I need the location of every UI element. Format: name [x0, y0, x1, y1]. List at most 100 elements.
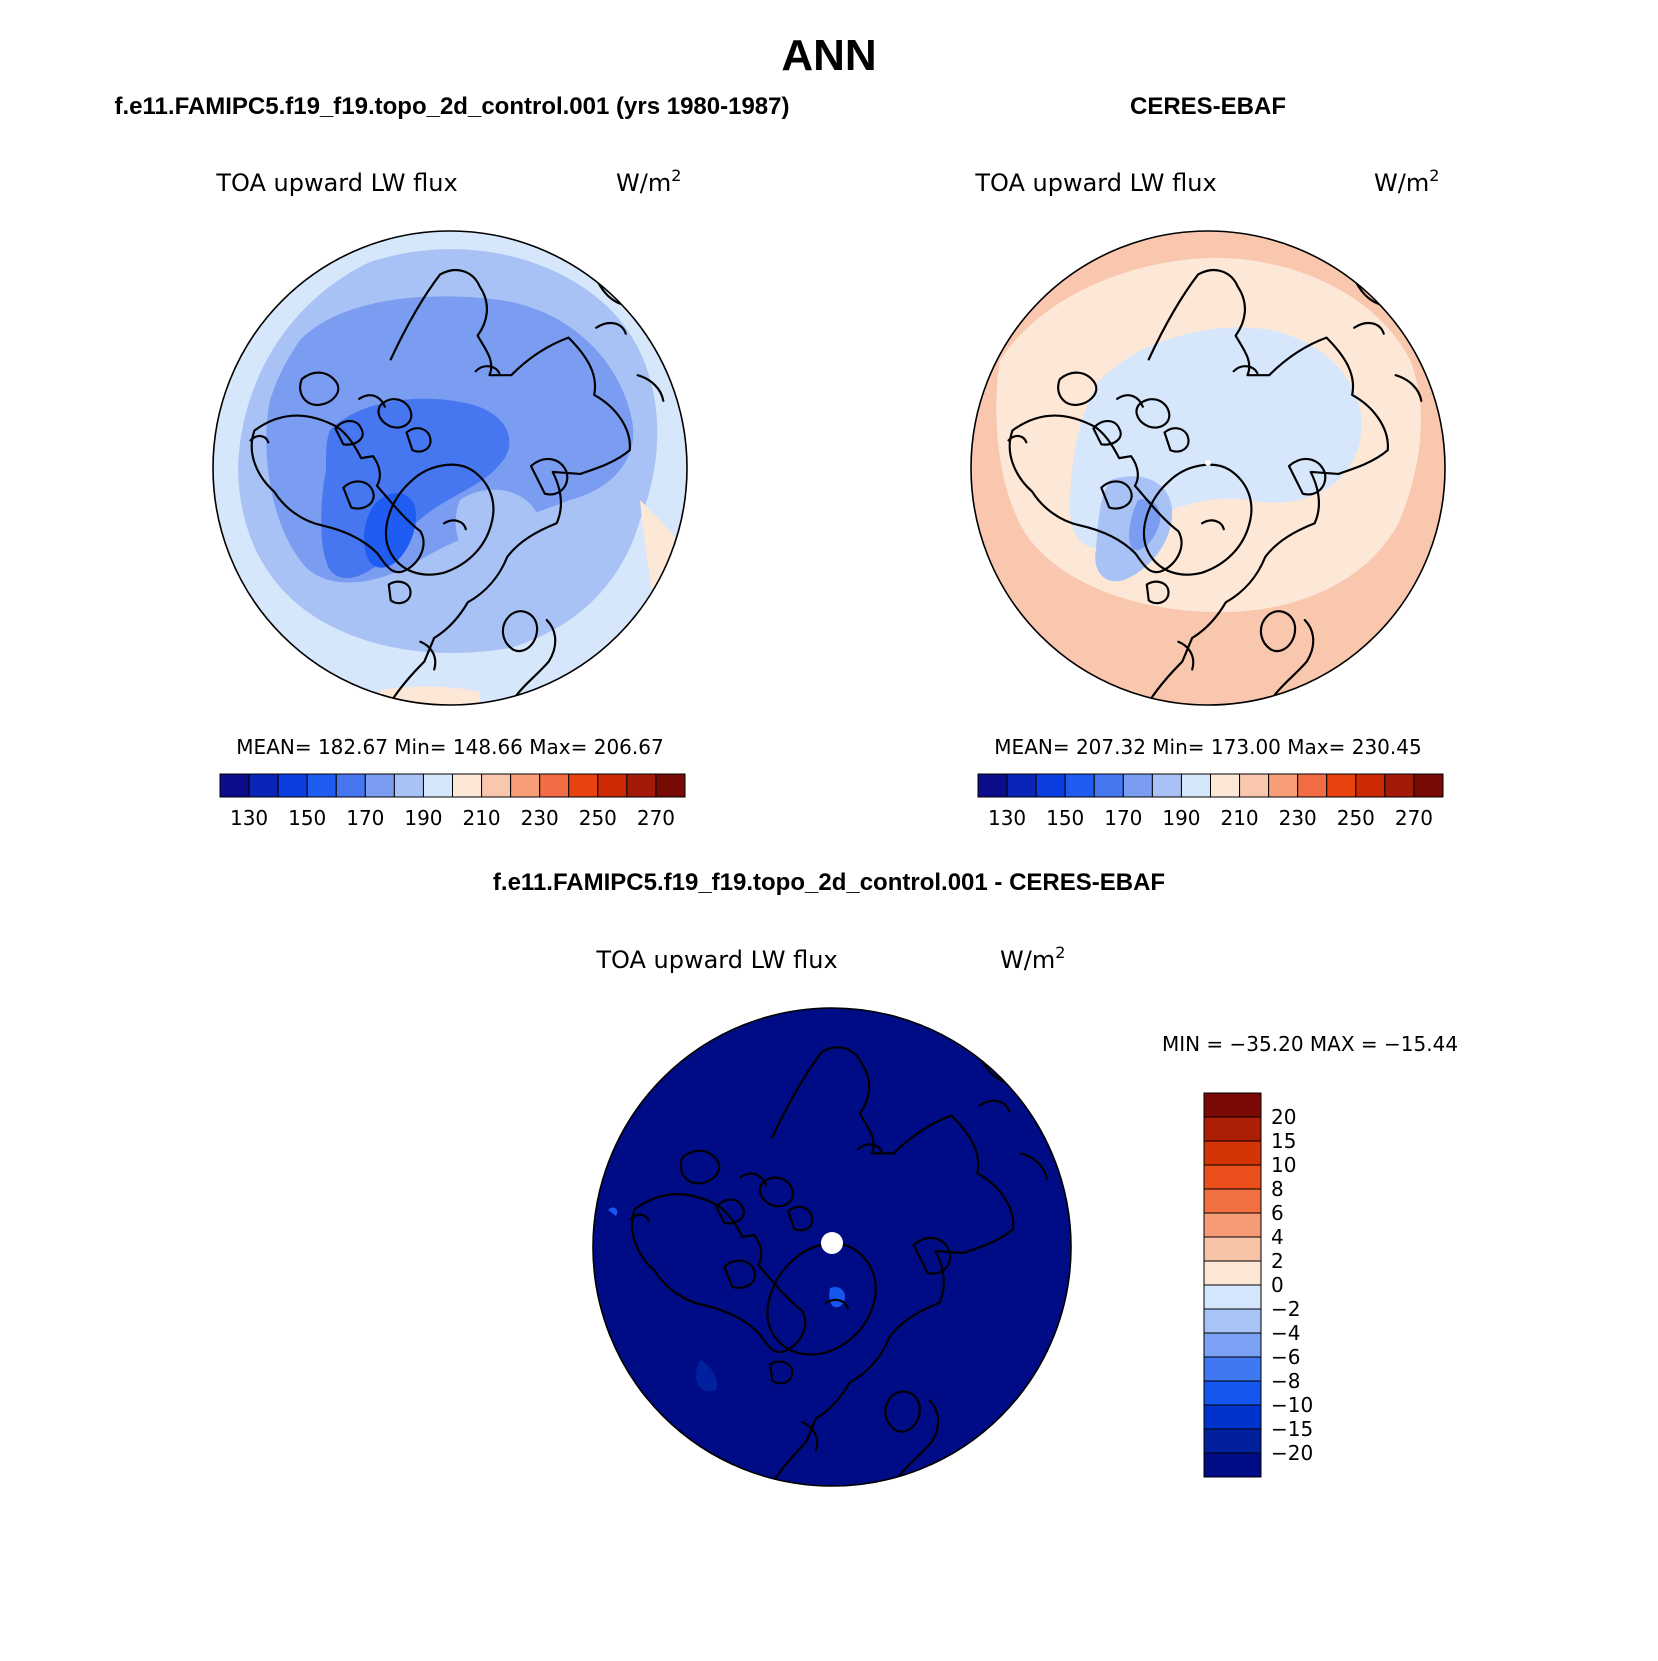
colorbar-tick-label: 15	[1271, 1129, 1296, 1153]
colorbar-box	[1035, 773, 1066, 798]
colorbar-box	[1203, 1236, 1262, 1262]
colorbar-tick-label: 10	[1271, 1153, 1296, 1177]
colorbar-box	[1203, 1140, 1262, 1166]
colorbar-box	[219, 773, 250, 798]
panel-model: f.e11.FAMIPC5.f19_f19.topo_2d_control.00…	[115, 93, 790, 830]
colorbar-box	[568, 773, 599, 798]
colorbar-tick-label: 250	[1337, 806, 1375, 830]
colorbar-box	[1122, 773, 1153, 798]
colorbar-tick-label: 130	[988, 806, 1026, 830]
panel-obs-stats: MEAN= 207.32 Min= 173.00 Max= 230.45	[994, 735, 1421, 759]
colorbar-box	[1210, 773, 1241, 798]
panel-obs: CERES-EBAF TOA upward LW flux W/m2 MEAN=…	[970, 93, 1446, 830]
colorbar-box	[481, 773, 512, 798]
colorbar-tick-label: 210	[1220, 806, 1258, 830]
colorbar-box	[1413, 773, 1444, 798]
colorbar-tick-label: 270	[1395, 806, 1433, 830]
colorbar-box	[1093, 773, 1124, 798]
panel-diff-header: f.e11.FAMIPC5.f19_f19.topo_2d_control.00…	[493, 869, 1165, 896]
colorbar-box	[539, 773, 570, 798]
colorbar-tick-label: 130	[230, 806, 268, 830]
colorbar-tick-label: 170	[1104, 806, 1142, 830]
colorbar-tick-label: 250	[579, 806, 617, 830]
colorbar-box	[1203, 1212, 1262, 1238]
polar-map-obs	[970, 230, 1446, 706]
panel-diff-minmax: MIN = −35.20 MAX = −15.44	[1162, 1032, 1458, 1056]
colorbar-tick-label: −8	[1271, 1369, 1300, 1393]
colorbar-box	[1203, 1116, 1262, 1142]
panel-obs-units: W/m2	[1374, 166, 1439, 197]
colorbar-tick-label: 4	[1271, 1225, 1284, 1249]
colorbar-box	[1203, 1332, 1262, 1358]
colorbar-box	[1203, 1260, 1262, 1286]
colorbar-box	[1064, 773, 1095, 798]
colorbar-box	[1203, 1308, 1262, 1334]
colorbar-box	[1151, 773, 1182, 798]
colorbar-tick-label: −6	[1271, 1345, 1300, 1369]
panel-obs-variable: TOA upward LW flux	[974, 169, 1216, 197]
colorbar-tick-label: 190	[404, 806, 442, 830]
colorbar-tick-label: 190	[1162, 806, 1200, 830]
colorbar-tick-label: −15	[1271, 1417, 1313, 1441]
colorbar-box	[452, 773, 483, 798]
polar-map-model	[212, 230, 688, 706]
colorbar-tick-label: 270	[637, 806, 675, 830]
colorbar-box	[1203, 1452, 1262, 1478]
panel-obs-header: CERES-EBAF	[1130, 93, 1286, 120]
colorbar-box	[1203, 1356, 1262, 1382]
colorbar-box	[306, 773, 337, 798]
colorbar-box	[364, 773, 395, 798]
colorbar-tick-label: 230	[521, 806, 559, 830]
colorbar-tick-label: 20	[1271, 1105, 1296, 1129]
colorbar-box	[1203, 1164, 1262, 1190]
panel-model-header: f.e11.FAMIPC5.f19_f19.topo_2d_control.00…	[115, 93, 790, 120]
colorbar-tick-label: 150	[1046, 806, 1084, 830]
colorbar-box	[1203, 1380, 1262, 1406]
colorbar-tick-label: 170	[346, 806, 384, 830]
colorbar-box	[1203, 1428, 1262, 1454]
colorbar-box	[393, 773, 424, 798]
colorbar-box	[335, 773, 366, 798]
colorbar-box	[597, 773, 628, 798]
colorbar-box	[655, 773, 686, 798]
colorbar-box	[1384, 773, 1415, 798]
panel-model-units: W/m2	[616, 166, 681, 197]
colorbar-tick-label: 2	[1271, 1249, 1284, 1273]
colorbar-box	[1355, 773, 1386, 798]
colorbar-tick-label: −10	[1271, 1393, 1313, 1417]
colorbar-box	[1203, 1284, 1262, 1310]
panel-model-stats: MEAN= 182.67 Min= 148.66 Max= 206.67	[236, 735, 663, 759]
colorbar-box	[1180, 773, 1211, 798]
panel-diff: f.e11.FAMIPC5.f19_f19.topo_2d_control.00…	[493, 869, 1458, 1487]
colorbar-obs: 130 150 170 190 210 230 250 270	[977, 773, 1444, 830]
colorbar-box	[510, 773, 541, 798]
colorbar-box	[1268, 773, 1299, 798]
colorbar-box	[1239, 773, 1270, 798]
colorbar-box	[626, 773, 657, 798]
colorbar-tick-label: 6	[1271, 1201, 1284, 1225]
colorbar-box	[248, 773, 279, 798]
colorbar-tick-label: −20	[1271, 1441, 1313, 1465]
colorbar-model: 130 150 170 190 210 230 250 270	[219, 773, 686, 830]
colorbar-tick-label: 230	[1279, 806, 1317, 830]
colorbar-box	[1203, 1092, 1262, 1118]
colorbar-tick-label: 8	[1271, 1177, 1284, 1201]
colorbar-box	[977, 773, 1008, 798]
colorbar-box	[1203, 1188, 1262, 1214]
colorbar-box	[1297, 773, 1328, 798]
colorbar-tick-label: −2	[1271, 1297, 1300, 1321]
figure-title: ANN	[781, 31, 876, 80]
colorbar-box	[277, 773, 308, 798]
panel-diff-units: W/m2	[1000, 943, 1065, 974]
colorbar-tick-label: −4	[1271, 1321, 1300, 1345]
panel-diff-variable: TOA upward LW flux	[595, 946, 837, 974]
colorbar-box	[1326, 773, 1357, 798]
colorbar-box	[1203, 1404, 1262, 1430]
colorbar-tick-label: 0	[1271, 1273, 1284, 1297]
polar-map-diff	[592, 1007, 1072, 1487]
colorbar-tick-label: 210	[462, 806, 500, 830]
colorbar-tick-label: 150	[288, 806, 326, 830]
colorbar-box	[1006, 773, 1037, 798]
